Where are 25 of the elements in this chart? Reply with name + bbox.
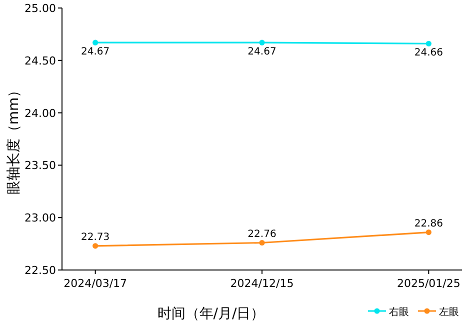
legend-label: 左眼 <box>439 306 459 318</box>
x-tick-label: 2025/01/25 <box>396 277 460 290</box>
x-tick-label: 2024/03/17 <box>64 277 128 290</box>
y-tick-label: 24.00 <box>24 106 56 120</box>
point <box>92 243 98 249</box>
point <box>426 229 432 236</box>
legend-label: 右眼 <box>389 307 409 318</box>
x-tick-label: 2024/12/15 <box>230 277 294 290</box>
point <box>92 40 98 46</box>
y-tick-label: 24.50 <box>24 54 56 68</box>
data-label: 24.66 <box>414 48 443 59</box>
y-tick-label: 23.50 <box>24 159 56 172</box>
y-tick-label: 22.50 <box>24 264 56 277</box>
data-label: 24.67 <box>81 46 110 58</box>
y-axis-title: 眼轴长度（mm） <box>6 83 22 195</box>
y-tick-label: 25.00 <box>24 2 56 15</box>
data-label: 22.73 <box>81 232 110 243</box>
y-tick-label: 23.00 <box>24 212 56 225</box>
x-axis-title: 时间（年/月/日） <box>157 306 265 322</box>
data-label: 24.67 <box>248 46 276 58</box>
point <box>259 240 265 246</box>
data-label: 22.76 <box>248 228 276 240</box>
point <box>426 40 432 46</box>
data-label: 22.86 <box>414 218 443 230</box>
point <box>259 40 265 46</box>
